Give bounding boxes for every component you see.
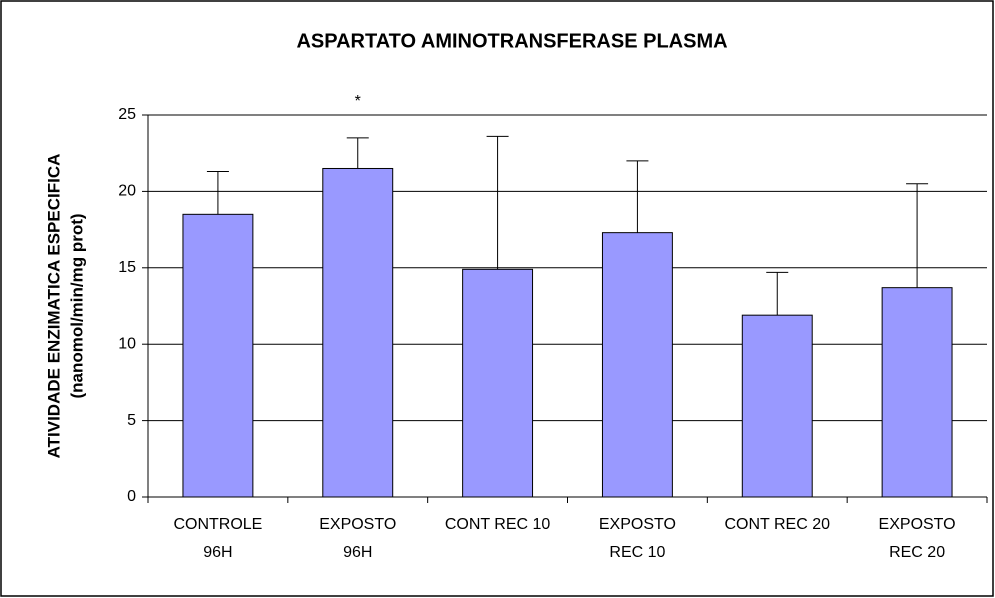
- x-tick-label: 96H: [203, 544, 232, 561]
- y-axis-label: (nanomol/min/mg prot): [67, 213, 86, 398]
- x-tick-label: REC 20: [889, 544, 945, 561]
- y-tick-label: 15: [118, 259, 136, 276]
- x-tick-label: EXPOSTO: [879, 516, 956, 533]
- y-tick-label: 5: [127, 412, 136, 429]
- x-tick-label: EXPOSTO: [319, 516, 396, 533]
- y-tick-label: 25: [118, 106, 136, 123]
- x-tick-label: CONTROLE: [173, 516, 262, 533]
- bar: [462, 268, 534, 498]
- y-tick-label: 10: [118, 335, 136, 352]
- bar: [601, 232, 673, 498]
- chart-title: ASPARTATO AMINOTRANSFERASE PLASMA: [296, 30, 727, 52]
- bar: [322, 167, 394, 498]
- x-tick-label: CONT REC 10: [445, 516, 551, 533]
- bar: [881, 287, 953, 498]
- x-tick-label: EXPOSTO: [599, 516, 676, 533]
- x-tick-label: CONT REC 20: [724, 516, 830, 533]
- x-tick-label: REC 10: [609, 544, 665, 561]
- annotation: *: [355, 93, 361, 110]
- y-tick-label: 20: [118, 183, 136, 200]
- bar: [182, 213, 254, 498]
- y-axis-label: ATIVIDADE ENZIMATICA ESPECIFICA: [44, 154, 63, 459]
- x-tick-label: 96H: [343, 544, 372, 561]
- y-tick-label: 0: [127, 488, 136, 505]
- bar: [741, 314, 813, 498]
